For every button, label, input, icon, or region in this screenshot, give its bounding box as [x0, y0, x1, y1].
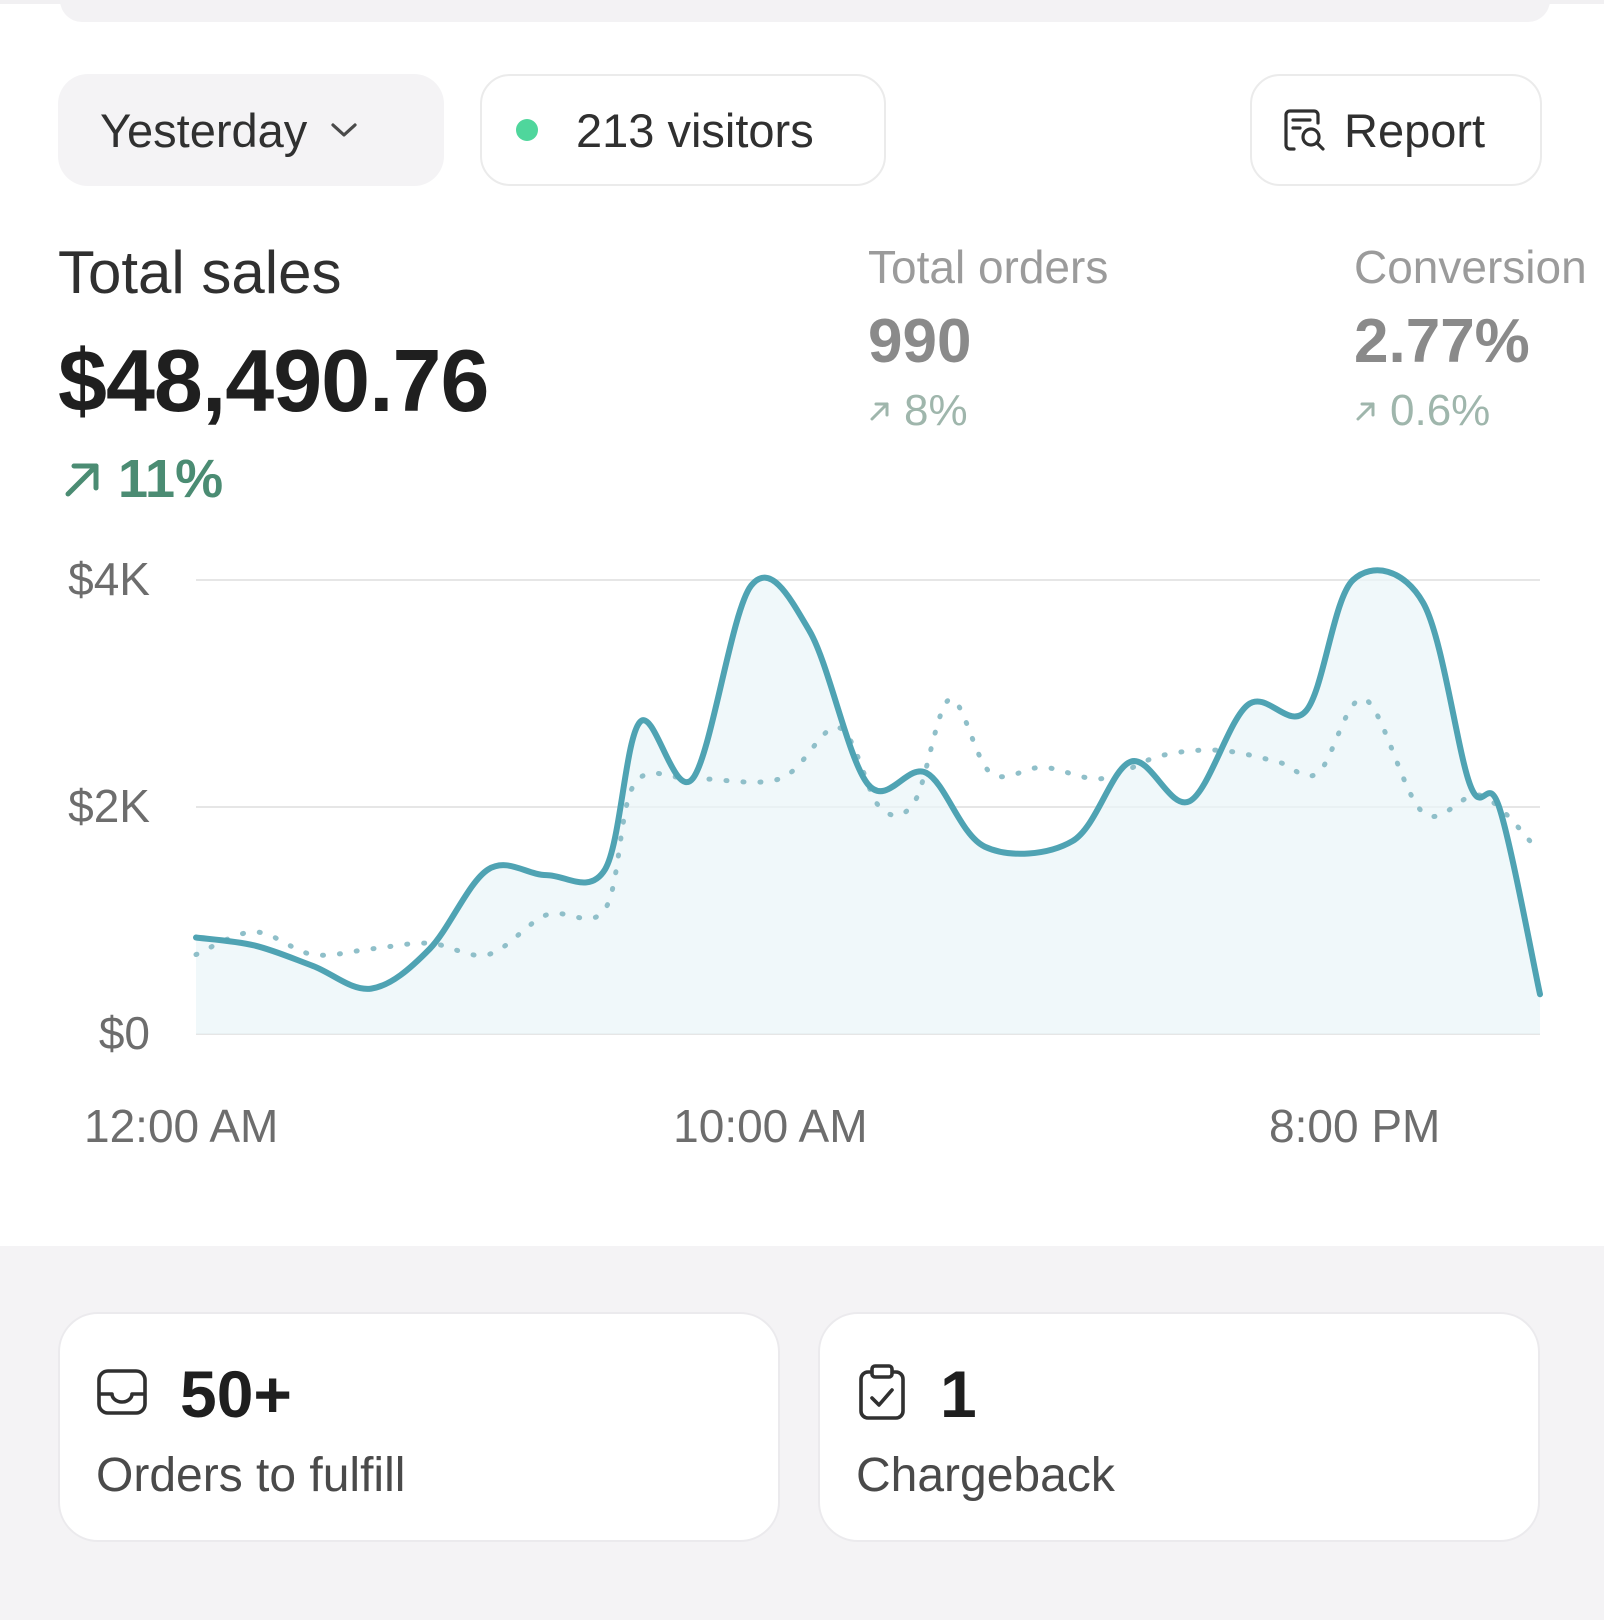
orders-to-fulfill-label: Orders to fulfill	[96, 1449, 406, 1502]
arrow-up-right-icon	[65, 463, 99, 497]
chargeback-card[interactable]: 1 Chargeback	[818, 1312, 1540, 1542]
conversion-label: Conversion	[1354, 241, 1587, 293]
chevron-down-icon	[329, 120, 359, 140]
total-orders-label: Total orders	[868, 241, 1109, 293]
report-button[interactable]: Report	[1250, 74, 1542, 186]
total-orders-value: 990	[868, 307, 972, 376]
inbox-icon	[94, 1364, 150, 1425]
x-tick-label: 10:00 AM	[673, 1100, 867, 1152]
orders-to-fulfill-value: 50+	[180, 1357, 292, 1431]
arrow-up-right-icon	[1356, 402, 1375, 421]
y-tick-label: $4K	[68, 553, 150, 605]
x-tick-label: 8:00 PM	[1269, 1100, 1440, 1152]
sales-line-chart: $4K $2K $0 12:00 AM 10:00 AM 8:00 PM	[68, 553, 1543, 1152]
x-tick-label: 12:00 AM	[84, 1100, 278, 1152]
chargeback-value: 1	[940, 1357, 977, 1431]
live-visitors-button[interactable]: 213 visitors	[480, 74, 886, 186]
conversion-change: 0.6%	[1354, 386, 1490, 436]
orders-to-fulfill-card[interactable]: 50+ Orders to fulfill	[58, 1312, 780, 1542]
y-tick-label: $0	[99, 1007, 150, 1059]
date-range-label: Yesterday	[100, 103, 308, 157]
top-panel-edge	[60, 0, 1550, 22]
conversion-value: 2.77%	[1354, 307, 1530, 376]
clipboard-check-icon	[854, 1362, 910, 1427]
report-search-icon	[1280, 105, 1330, 155]
total-sales-change-value: 11%	[118, 449, 224, 509]
series-line-comparison	[193, 696, 1543, 958]
total-sales-change: 11%	[62, 448, 223, 510]
series-area	[196, 570, 1540, 1034]
report-label: Report	[1344, 103, 1486, 157]
live-dot-icon	[516, 119, 538, 141]
arrow-up-right-icon	[870, 402, 889, 421]
total-orders-change: 8%	[868, 386, 968, 436]
chargeback-label: Chargeback	[856, 1449, 1115, 1502]
series-line-sales	[193, 567, 1543, 998]
conversion-change-value: 0.6%	[1390, 386, 1491, 435]
total-orders-change-value: 8%	[904, 386, 968, 435]
date-range-button[interactable]: Yesterday	[58, 74, 444, 186]
visitors-label: 213 visitors	[576, 103, 814, 157]
total-sales-label: Total sales	[58, 239, 342, 306]
bottom-panel: 50+ Orders to fulfill 1 Chargeback	[0, 1246, 1604, 1620]
y-tick-label: $2K	[68, 780, 150, 832]
total-sales-value: $48,490.76	[58, 331, 489, 430]
